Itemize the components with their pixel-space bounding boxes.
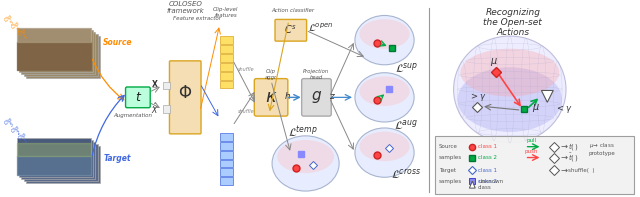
Text: $C^s$: $C^s$	[284, 24, 297, 36]
Ellipse shape	[458, 67, 562, 132]
Text: $\mathcal{L}^{aug}$: $\mathcal{L}^{aug}$	[394, 118, 419, 132]
Ellipse shape	[272, 136, 339, 191]
FancyBboxPatch shape	[17, 138, 90, 175]
Text: Augmentation: Augmentation	[113, 113, 152, 118]
Text: class 2: class 2	[478, 155, 497, 160]
FancyBboxPatch shape	[220, 177, 232, 185]
Text: $\rightarrow$: $\rightarrow$	[559, 166, 570, 175]
FancyBboxPatch shape	[26, 36, 100, 78]
FancyBboxPatch shape	[220, 168, 232, 176]
FancyBboxPatch shape	[125, 87, 150, 108]
Text: $\mathcal{L}^{open}$: $\mathcal{L}^{open}$	[308, 21, 333, 33]
Text: class 1: class 1	[478, 144, 497, 149]
Text: Clip
2: Clip 2	[10, 20, 24, 34]
Text: shuffle(  ): shuffle( )	[568, 168, 595, 173]
Text: shuffle: shuffle	[237, 67, 254, 72]
FancyBboxPatch shape	[220, 81, 232, 88]
Text: class 2: class 2	[478, 179, 497, 184]
Text: $\mu$: $\mu$	[490, 56, 498, 68]
FancyBboxPatch shape	[17, 28, 90, 70]
Text: $\Phi$: $\Phi$	[178, 84, 192, 102]
Ellipse shape	[454, 36, 566, 143]
Text: $\bar{t}(\,)$: $\bar{t}(\,)$	[568, 151, 579, 164]
Text: $\mathcal{L}^{cross}$: $\mathcal{L}^{cross}$	[391, 168, 421, 181]
Text: prototype: prototype	[589, 151, 616, 156]
Text: Clip
3: Clip 3	[4, 13, 18, 28]
FancyBboxPatch shape	[220, 36, 232, 44]
FancyBboxPatch shape	[22, 142, 95, 179]
Text: push: push	[525, 149, 538, 154]
FancyBboxPatch shape	[26, 146, 100, 183]
Text: $\mu$: $\mu$	[531, 102, 540, 114]
Text: Action classifier: Action classifier	[271, 8, 314, 13]
FancyBboxPatch shape	[22, 32, 95, 74]
Text: t: t	[136, 91, 140, 104]
Ellipse shape	[355, 128, 414, 177]
FancyBboxPatch shape	[220, 133, 232, 141]
Text: $< \gamma$: $< \gamma$	[555, 103, 573, 115]
FancyBboxPatch shape	[163, 105, 170, 113]
FancyBboxPatch shape	[170, 61, 201, 134]
FancyBboxPatch shape	[220, 45, 232, 53]
Text: Source: Source	[439, 144, 458, 149]
Text: Clip
aggr.: Clip aggr.	[264, 69, 278, 80]
FancyBboxPatch shape	[435, 136, 634, 194]
Ellipse shape	[355, 16, 414, 65]
Text: unknown
class: unknown class	[478, 179, 504, 190]
Text: Feature extractor: Feature extractor	[173, 16, 221, 21]
Text: Recognizing
the Open-set
Actions: Recognizing the Open-set Actions	[483, 7, 542, 37]
Text: h: h	[285, 92, 291, 101]
FancyBboxPatch shape	[220, 72, 232, 80]
Text: $\rightarrow$: $\rightarrow$	[559, 153, 570, 162]
Text: samples: samples	[439, 179, 462, 184]
Ellipse shape	[360, 76, 410, 106]
FancyBboxPatch shape	[220, 160, 232, 167]
Text: Clip
1: Clip 1	[17, 27, 31, 41]
Text: Target: Target	[103, 154, 131, 163]
Text: pull: pull	[527, 138, 536, 143]
Text: $\mathcal{L}^{temp}$: $\mathcal{L}^{temp}$	[288, 124, 317, 140]
FancyBboxPatch shape	[220, 63, 232, 71]
FancyBboxPatch shape	[254, 79, 288, 116]
FancyBboxPatch shape	[301, 79, 332, 116]
Text: $t(\,)$: $t(\,)$	[568, 141, 579, 152]
Text: Clip
2: Clip 2	[10, 124, 24, 138]
FancyBboxPatch shape	[24, 144, 98, 181]
Text: z: z	[329, 92, 333, 101]
FancyBboxPatch shape	[220, 54, 232, 62]
Text: Clip
1: Clip 1	[17, 132, 31, 146]
Text: Projection
head: Projection head	[303, 69, 330, 80]
Text: Clip-level
features: Clip-level features	[213, 7, 238, 18]
FancyBboxPatch shape	[24, 34, 98, 76]
Text: $\rightarrow$: $\rightarrow$	[559, 142, 570, 151]
Text: $\mathcal{L}^{sup}$: $\mathcal{L}^{sup}$	[394, 61, 418, 75]
Ellipse shape	[460, 49, 559, 97]
Text: $> \gamma$: $> \gamma$	[469, 91, 487, 103]
Ellipse shape	[360, 19, 410, 49]
FancyBboxPatch shape	[275, 20, 307, 41]
Text: $\kappa$: $\kappa$	[265, 88, 277, 106]
Text: Source: Source	[103, 38, 133, 47]
Text: Clip
3: Clip 3	[4, 116, 18, 130]
Ellipse shape	[360, 132, 410, 161]
FancyBboxPatch shape	[220, 142, 232, 150]
Ellipse shape	[277, 140, 334, 173]
FancyBboxPatch shape	[220, 151, 232, 159]
Text: class 1: class 1	[478, 168, 497, 173]
FancyBboxPatch shape	[19, 140, 93, 177]
Text: $\mu\!\rightarrow\!$ class: $\mu\!\rightarrow\!$ class	[589, 141, 614, 150]
Text: shuffle: shuffle	[237, 109, 254, 114]
Text: samples: samples	[439, 155, 462, 160]
Text: Target: Target	[439, 168, 456, 173]
FancyBboxPatch shape	[163, 82, 170, 89]
Polygon shape	[469, 181, 476, 188]
Polygon shape	[541, 90, 553, 102]
FancyBboxPatch shape	[19, 30, 93, 72]
Ellipse shape	[355, 73, 414, 122]
Text: X: X	[152, 80, 157, 89]
Text: COLOSEO
framework: COLOSEO framework	[166, 1, 204, 14]
Text: $g$: $g$	[311, 89, 322, 105]
Text: $\hat{X}$: $\hat{X}$	[151, 102, 159, 116]
